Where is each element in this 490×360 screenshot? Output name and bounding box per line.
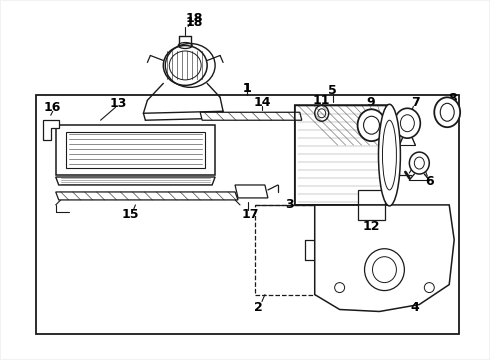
Text: 18: 18 [186, 12, 203, 25]
Text: 1: 1 [243, 82, 251, 95]
Ellipse shape [394, 108, 420, 138]
Polygon shape [235, 185, 268, 198]
Text: 8: 8 [448, 92, 457, 105]
Text: 7: 7 [411, 96, 420, 109]
Ellipse shape [434, 97, 460, 127]
Bar [36, 95, 459, 334]
Text: 9: 9 [366, 96, 375, 109]
Text: 16: 16 [44, 101, 61, 114]
Text: 5: 5 [328, 84, 337, 97]
Polygon shape [315, 205, 454, 311]
Polygon shape [56, 192, 238, 200]
Text: 2: 2 [253, 301, 262, 314]
Text: 12: 12 [363, 220, 380, 233]
Polygon shape [56, 177, 215, 185]
Ellipse shape [315, 105, 329, 121]
Ellipse shape [378, 104, 400, 206]
Polygon shape [295, 105, 394, 205]
Polygon shape [43, 120, 59, 140]
Text: 15: 15 [122, 208, 139, 221]
Ellipse shape [358, 109, 386, 141]
Text: 4: 4 [410, 301, 419, 314]
Text: 6: 6 [425, 175, 434, 189]
Polygon shape [200, 112, 302, 120]
Text: 1: 1 [243, 82, 251, 95]
Ellipse shape [409, 152, 429, 174]
Bar [358, 190, 386, 220]
Text: 14: 14 [253, 96, 270, 109]
Text: 17: 17 [241, 208, 259, 221]
Polygon shape [56, 125, 215, 175]
Text: 11: 11 [313, 94, 330, 107]
Text: 10: 10 [409, 158, 426, 172]
Text: 13: 13 [110, 97, 127, 110]
Text: 18: 18 [186, 16, 203, 29]
Text: 3: 3 [286, 198, 294, 211]
